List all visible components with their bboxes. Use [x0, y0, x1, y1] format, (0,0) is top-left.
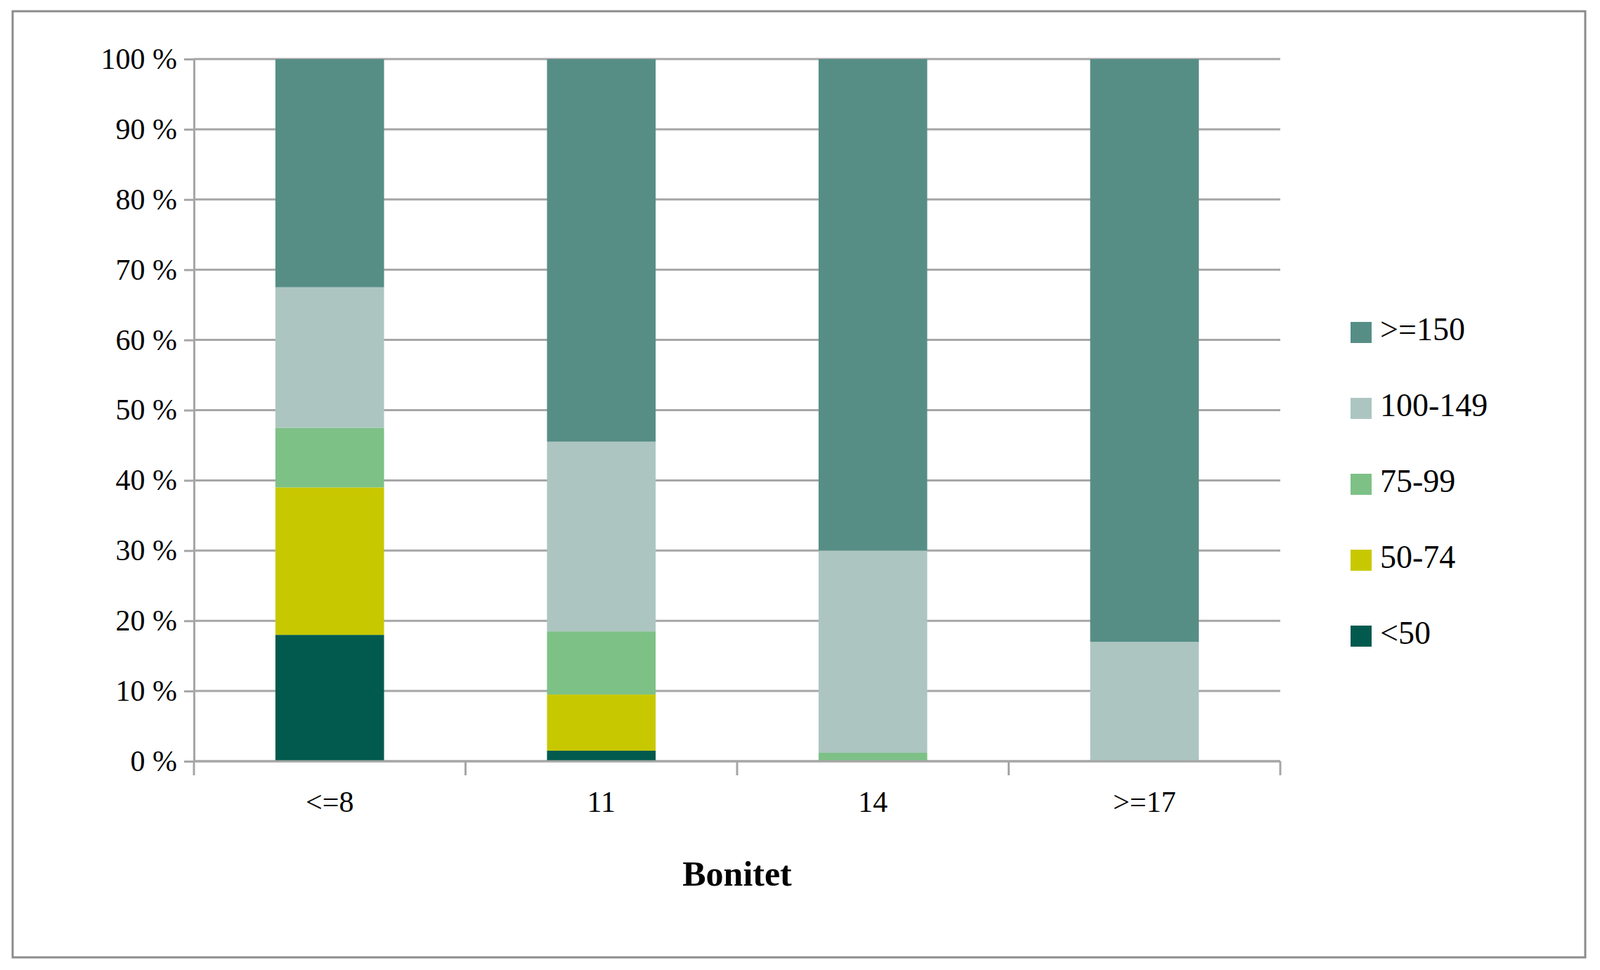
- tick-label: 20 %: [115, 604, 178, 637]
- series: [275, 59, 1199, 642]
- chart-frame: [12, 11, 1586, 958]
- tick-mark: [184, 269, 194, 272]
- tick: 10 %: [115, 674, 195, 707]
- legend-label: 100-149: [1380, 387, 1488, 424]
- tick: 14: [857, 785, 888, 818]
- tick-label: <=8: [305, 785, 354, 818]
- tick-mark: [184, 58, 194, 61]
- legend-item: >=150: [1350, 311, 1466, 348]
- tick: <=8: [305, 785, 354, 818]
- tick-mark: [184, 128, 194, 131]
- legend-item: 75-99: [1350, 463, 1456, 499]
- tick-label: 40 %: [115, 463, 178, 497]
- bar-segment: [818, 752, 928, 762]
- tick: 100 %: [101, 42, 195, 76]
- bar-segment: [818, 550, 928, 753]
- legend: >=150 100-149 75-99 50-74 <50: [1350, 311, 1488, 651]
- bar-segment: [546, 750, 656, 762]
- tick-label: 70 %: [115, 253, 178, 286]
- tick: 90 %: [115, 113, 195, 146]
- tick-label: 80 %: [115, 183, 178, 216]
- chart: 0 % 10 % 20 % 30 % 40 % 50 % 60 % 70 % 80 % 90 % 1…: [0, 0, 1600, 970]
- bar-segment: [818, 59, 928, 551]
- bar-segment: [546, 694, 656, 751]
- tick: 20 %: [115, 604, 195, 637]
- legend-swatch: [1350, 473, 1372, 495]
- tick: 40 %: [115, 463, 195, 497]
- tick-label: 30 %: [115, 534, 178, 567]
- bar-segment: [546, 441, 656, 632]
- tick-label: 11: [587, 785, 616, 818]
- tick: 70 %: [115, 253, 195, 286]
- separator: [464, 761, 467, 776]
- tick-label: 50 %: [115, 393, 178, 426]
- bar-segment: [1089, 59, 1199, 642]
- bar-segment: [275, 287, 385, 428]
- tick-label: 10 %: [115, 674, 178, 707]
- tick: 0 %: [130, 744, 195, 778]
- legend-label: 50-74: [1380, 538, 1456, 575]
- tick: 80 %: [115, 183, 195, 216]
- tick: 30 %: [115, 534, 195, 567]
- tick: 50 %: [115, 393, 195, 426]
- tick-mark: [184, 198, 194, 201]
- bar-segment: [275, 427, 385, 487]
- legend-item: 100-149: [1350, 387, 1488, 424]
- bar-segment: [275, 634, 385, 762]
- separator: [1007, 761, 1010, 776]
- legend-item: <50: [1350, 614, 1431, 651]
- grid: [193, 59, 1281, 762]
- separator: [193, 761, 196, 776]
- y-axis: 0 % 10 % 20 % 30 % 40 % 50 % 60 % 70 % 80 % 90 % 1…: [101, 42, 195, 778]
- legend-item: 50-74: [1350, 538, 1456, 575]
- tick-mark: [184, 479, 194, 482]
- series: [275, 287, 1199, 762]
- tick-mark: [184, 690, 194, 693]
- legend-label: >=150: [1380, 311, 1466, 348]
- separator: [1279, 761, 1282, 776]
- tick-label: 90 %: [115, 113, 178, 146]
- tick-label: 14: [857, 785, 888, 818]
- x-axis: <=8 11 14 >=17: [193, 761, 1281, 818]
- tick-mark: [184, 339, 194, 342]
- tick: >=17: [1113, 785, 1176, 818]
- bar-segment: [275, 486, 385, 635]
- tick: 60 %: [115, 323, 195, 357]
- tick-label: 100 %: [101, 42, 178, 76]
- tick-mark: [184, 760, 194, 763]
- legend-label: <50: [1380, 614, 1431, 651]
- tick-label: 0 %: [130, 744, 178, 778]
- legend-swatch: [1350, 397, 1372, 419]
- legend-swatch: [1350, 321, 1372, 343]
- tick-label: >=17: [1113, 785, 1176, 818]
- tick-label: 60 %: [115, 323, 178, 357]
- bars: [275, 59, 1199, 762]
- tick-mark: [184, 549, 194, 552]
- legend-swatch: [1350, 625, 1372, 647]
- tick-mark: [184, 409, 194, 412]
- legend-label: 75-99: [1380, 463, 1456, 499]
- tick: 11: [587, 785, 616, 818]
- bar-segment: [1089, 641, 1199, 762]
- bar-segment: [546, 631, 656, 695]
- tick-mark: [184, 619, 194, 622]
- bar-segment: [275, 59, 385, 288]
- legend-swatch: [1350, 549, 1372, 571]
- x-axis-title: Bonitet: [682, 853, 792, 894]
- bar-segment: [546, 59, 656, 442]
- axis-line: [184, 59, 195, 762]
- category-separators: [193, 761, 1281, 776]
- separator: [736, 761, 739, 776]
